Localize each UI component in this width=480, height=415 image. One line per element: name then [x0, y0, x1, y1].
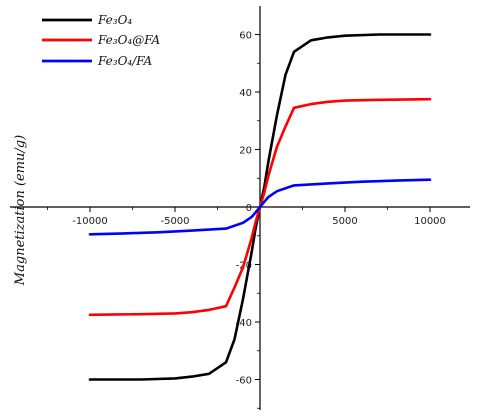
x-tick-label: 5000	[332, 216, 357, 227]
x-tick-label: -10000	[72, 216, 107, 227]
x-tick-label: -5000	[160, 216, 189, 227]
legend-label-2: Fe₃O₄@FA	[97, 33, 161, 47]
y-tick-label: -60	[236, 376, 252, 387]
y-tick-label: 40	[239, 88, 252, 99]
series-layer	[88, 33, 432, 381]
legend: Fe₃O₄ Fe₃O₄@FA Fe₃O₄/FA	[42, 13, 161, 68]
series-line-3	[88, 178, 432, 236]
y-tick-label: -40	[236, 318, 252, 329]
y-tick-label: 60	[239, 31, 252, 42]
x-tick-label: 10000	[414, 216, 446, 227]
y-axis-label: Magnetization (emu/g)	[13, 135, 28, 286]
y-tick-label: 0	[246, 203, 252, 214]
legend-label-1: Fe₃O₄	[97, 13, 132, 27]
y-tick-label: 20	[239, 146, 252, 157]
legend-label-3: Fe₃O₄/FA	[97, 54, 153, 68]
